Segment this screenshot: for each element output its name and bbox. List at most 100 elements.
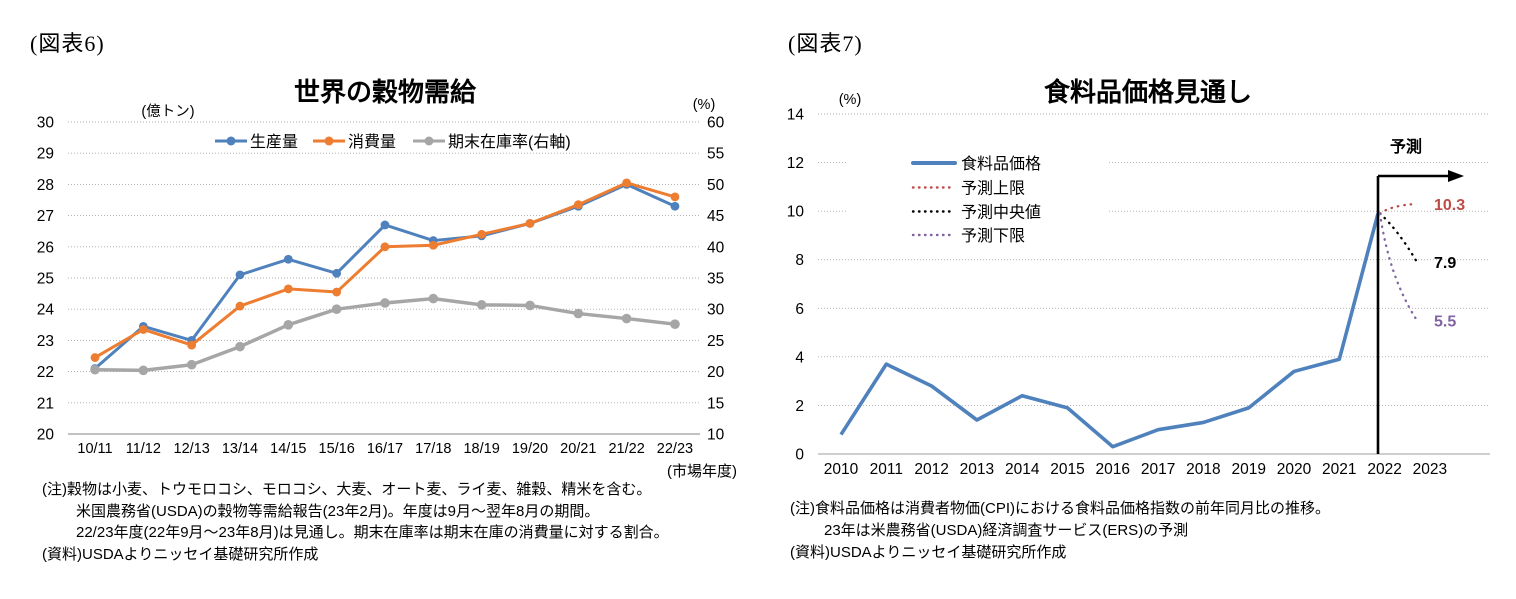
series-marker bbox=[380, 242, 390, 252]
fig6-right-tick: 35 bbox=[707, 271, 724, 288]
fig7-legend-backing bbox=[846, 149, 1108, 244]
fig6-left-tick: 22 bbox=[37, 364, 54, 381]
fig7-x-tick: 2017 bbox=[1141, 461, 1175, 478]
fig6-x-tick: 10/11 bbox=[77, 441, 112, 457]
series-marker bbox=[331, 304, 342, 315]
series-marker bbox=[283, 254, 293, 264]
series-marker bbox=[428, 240, 438, 250]
fig7-y-tick: 8 bbox=[795, 252, 804, 269]
series-marker bbox=[235, 270, 245, 280]
fig7-y-axis-unit: (%) bbox=[839, 92, 862, 108]
fig7-y-tick: 12 bbox=[787, 155, 804, 172]
forecast-label: 予測 bbox=[1390, 137, 1422, 156]
fig7-y-tick: 2 bbox=[795, 398, 804, 415]
fig7-chart-canvas: 食料品価格見通し (%) 0 2 4 6 8 10 12 14 2010 2011 2012 2013 20… bbox=[787, 77, 1490, 479]
fig7-forecast-series-予測上限 bbox=[1378, 202, 1419, 215]
fig7-x-tick: 2022 bbox=[1367, 461, 1401, 478]
fig6-chart-canvas: 世界の穀物需給 (億トン) (%) 20 21 22 23 24 25 26 27 28 29 30 10 1… bbox=[37, 77, 737, 481]
legend-label: 予測下限 bbox=[961, 227, 1025, 245]
series-marker bbox=[477, 229, 487, 239]
fig7-y-tick: 14 bbox=[787, 107, 805, 124]
fig6-x-tick: 18/19 bbox=[463, 441, 499, 457]
fig6-series-期末在庫率(右軸) bbox=[90, 293, 680, 376]
forecast-arrow-head bbox=[1448, 170, 1464, 182]
fig7-x-tick: 2021 bbox=[1322, 461, 1356, 478]
forecast-value-label: 10.3 bbox=[1434, 197, 1465, 214]
fig7-x-tick: 2011 bbox=[870, 461, 903, 478]
series-marker bbox=[670, 201, 680, 211]
series-marker bbox=[186, 359, 197, 370]
fig7-x-tick: 2013 bbox=[960, 461, 994, 478]
series-marker bbox=[332, 268, 342, 278]
legend-label: 予測中央値 bbox=[961, 204, 1041, 222]
series-marker bbox=[138, 325, 148, 334]
series-marker bbox=[670, 192, 680, 202]
fig6-gridlines bbox=[68, 121, 700, 435]
series-marker bbox=[235, 301, 245, 311]
legend-label: 予測上限 bbox=[961, 180, 1025, 198]
series-marker bbox=[90, 353, 100, 362]
legend-label: 消費量 bbox=[348, 133, 396, 151]
fig6-label: (図表6) bbox=[30, 31, 105, 56]
fig6-notes: (注)穀物は小麦、トウモロコシ、モロコシ、大麦、オート麦、ライ麦、雑穀、精米を含… bbox=[42, 479, 669, 565]
fig6-x-axis-note: (市場年度) bbox=[667, 463, 737, 480]
fig6-right-tick: 15 bbox=[707, 395, 724, 412]
fig6-title: 世界の穀物需給 bbox=[294, 77, 477, 107]
fig6-x-tick: 14/15 bbox=[270, 441, 306, 457]
fig6-series-生産量 bbox=[90, 180, 680, 373]
fig6-left-tick: 20 bbox=[37, 427, 55, 444]
series-marker bbox=[380, 298, 390, 308]
series-marker bbox=[428, 293, 439, 304]
legend-marker bbox=[324, 136, 334, 146]
fig7-x-tick: 2020 bbox=[1277, 461, 1312, 478]
fig6-left-tick: 24 bbox=[37, 302, 55, 319]
fig6-right-tick: 60 bbox=[707, 115, 725, 132]
fig6-left-tick: 26 bbox=[37, 239, 54, 256]
forecast-value-label: 7.9 bbox=[1434, 255, 1456, 272]
fig6-x-tick: 12/13 bbox=[174, 441, 210, 457]
fig7-x-tick: 2023 bbox=[1413, 461, 1447, 478]
legend-marker bbox=[424, 136, 434, 146]
fig7-axis-ticks: 0 2 4 6 8 10 12 14 2010 2011 2012 2013 2014 2015 2016 2… bbox=[787, 107, 1447, 479]
fig7-title: 食料品価格見通し bbox=[1044, 77, 1252, 107]
fig6-note-3: 22/23年度(22年9月～23年8月)は見通し。期末在庫率は期末在庫の消費量に… bbox=[76, 524, 669, 541]
fig7-x-tick: 2012 bbox=[914, 461, 948, 478]
legend-marker bbox=[226, 136, 236, 146]
series-marker bbox=[187, 340, 197, 350]
fig6-x-tick: 11/12 bbox=[126, 441, 161, 457]
fig6-axis-ticks: 20 21 22 23 24 25 26 27 28 29 30 10 15 20 25 30 35 40 45 50… bbox=[37, 115, 737, 481]
fig6-note-1: (注)穀物は小麦、トウモロコシ、モロコシ、大麦、オート麦、ライ麦、雑穀、精米を含… bbox=[42, 481, 652, 498]
fig6-left-tick: 29 bbox=[37, 146, 54, 163]
fig6-x-tick: 13/14 bbox=[222, 441, 258, 457]
fig6-left-tick: 30 bbox=[37, 115, 55, 132]
forecast-value-label: 5.5 bbox=[1434, 313, 1456, 330]
fig7-note-1: (注)食料品価格は消費者物価(CPI)における食料品価格指数の前年同月比の推移。 bbox=[790, 500, 1330, 517]
fig7-y-tick: 0 bbox=[795, 447, 804, 464]
fig6-x-tick: 16/17 bbox=[367, 441, 403, 457]
fig6-x-tick: 21/22 bbox=[608, 441, 644, 457]
fig7-x-tick: 2019 bbox=[1231, 461, 1265, 478]
fig6-panel: (図表6) 世界の穀物需給 (億トン) (%) 20 21 22 23 24 25 26 27 28 2… bbox=[30, 31, 737, 565]
fig6-right-tick: 50 bbox=[707, 177, 725, 194]
fig6-x-tick: 15/16 bbox=[319, 441, 355, 457]
series-marker bbox=[525, 219, 535, 228]
legend-label: 食料品価格 bbox=[961, 155, 1041, 173]
fig6-left-axis-unit: (億トン) bbox=[141, 103, 194, 120]
fig6-left-tick: 25 bbox=[37, 271, 54, 288]
series-marker bbox=[380, 220, 390, 230]
fig7-forecast-series-予測下限 bbox=[1378, 212, 1419, 322]
fig6-left-tick: 23 bbox=[37, 333, 54, 350]
fig6-left-tick: 21 bbox=[37, 395, 54, 412]
fig6-right-tick: 20 bbox=[707, 364, 725, 381]
series-marker bbox=[90, 364, 100, 375]
fig6-x-tick: 22/23 bbox=[657, 441, 693, 457]
fig7-y-tick: 10 bbox=[787, 204, 805, 221]
fig7-forecast-marker: 予測 bbox=[1376, 137, 1464, 454]
series-marker bbox=[476, 300, 487, 310]
fig7-panel: (図表7) 食料品価格見通し (%) 0 2 4 6 8 10 12 14 2010 2011 2012… bbox=[758, 0, 1516, 599]
series-marker bbox=[573, 200, 583, 210]
legend-label: 期末在庫率(右軸) bbox=[448, 133, 571, 151]
fig7-y-tick: 6 bbox=[795, 301, 804, 318]
